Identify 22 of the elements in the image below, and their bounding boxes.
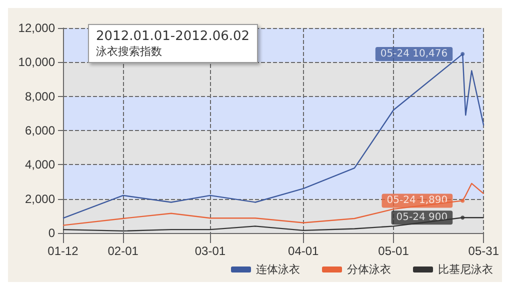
legend-label: 分体泳衣 <box>347 263 391 276</box>
x-tick-label: 05-01 <box>378 244 410 258</box>
annotation: 05-24 10,476 <box>380 48 448 60</box>
y-tick-label: 2,000 <box>24 192 56 206</box>
x-tick-label: 01-12 <box>48 244 79 258</box>
y-tick-label: 8,000 <box>24 89 56 104</box>
x-tick-label: 02-01 <box>108 244 139 258</box>
annotation: 05-24 1,890 <box>386 195 448 206</box>
line-series <box>62 182 484 226</box>
legend-label: 连体泳衣 <box>256 263 300 276</box>
y-tick-label: 6,000 <box>24 124 56 138</box>
annotation: 05-24 900 <box>396 212 448 224</box>
y-tick-label: 12,000 <box>18 21 56 35</box>
x-tick-label: 05-31 <box>468 244 500 258</box>
x-tick-label: 03-01 <box>194 244 226 258</box>
y-tick-label: 10,000 <box>18 55 56 70</box>
y-tick-label: 0 <box>48 226 56 240</box>
chart-title: 2012.01.01-2012.06.02 <box>96 29 250 44</box>
y-tick-label: 4,000 <box>24 158 56 172</box>
text: 泳衣搜索指数 <box>96 45 162 58</box>
x-tick-label: 04-01 <box>288 244 320 258</box>
legend-label: 比基尼泳衣 <box>438 263 493 276</box>
